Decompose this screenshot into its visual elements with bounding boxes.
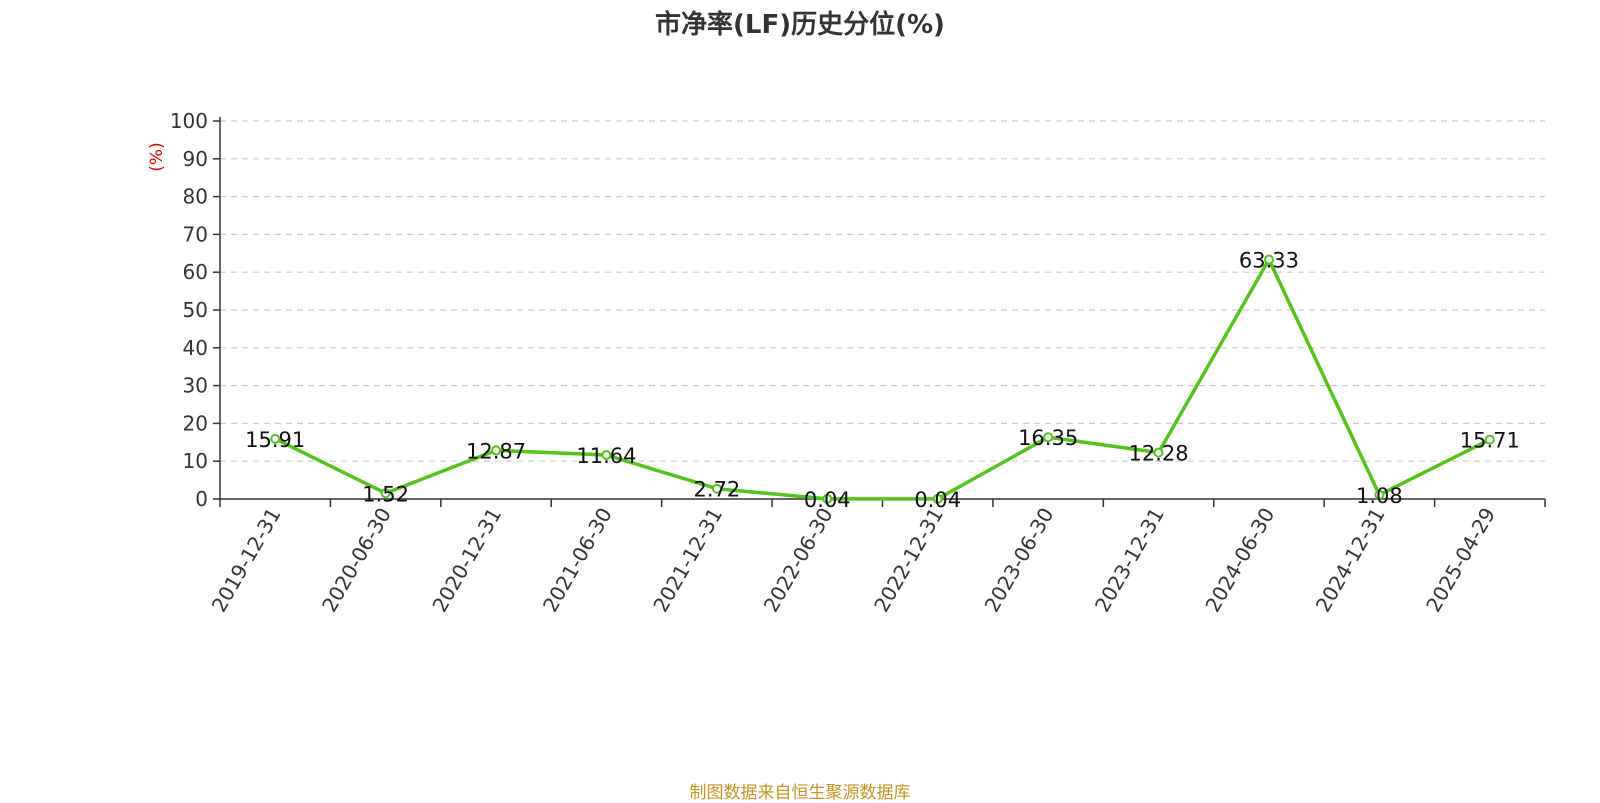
- data-points: [270, 254, 1495, 504]
- y-tick-label: 10: [183, 449, 208, 473]
- y-tick-label: 50: [183, 298, 208, 322]
- data-point: [1374, 489, 1385, 500]
- data-label: 12.28: [1128, 442, 1188, 466]
- x-tick-label: 2021-06-30: [538, 504, 617, 617]
- y-tick-label: 40: [183, 336, 208, 360]
- x-tick-label: 2020-12-31: [427, 503, 506, 616]
- y-tick-label: 90: [183, 147, 208, 171]
- data-point: [711, 483, 722, 494]
- source-note: 制图数据来自恒生聚源数据库: [689, 783, 911, 803]
- chart-title: 市净率(LF)历史分位(%): [655, 10, 945, 40]
- data-label: 1.52: [362, 482, 409, 506]
- data-point: [1153, 447, 1164, 458]
- data-point: [932, 493, 943, 504]
- x-tick-label: 2024-12-31: [1311, 504, 1390, 617]
- y-axis-label: (%): [147, 142, 167, 171]
- data-label: 11.64: [576, 444, 636, 468]
- data-point: [822, 493, 833, 504]
- data-label: 16.35: [1018, 426, 1078, 450]
- data-point: [601, 450, 612, 461]
- grid-lines: [220, 120, 1545, 462]
- axes: [213, 117, 1546, 507]
- x-tick-label: 2024-06-30: [1200, 504, 1279, 617]
- y-tick-label: 0: [195, 487, 208, 511]
- data-label: 2.72: [693, 478, 740, 502]
- data-point: [1043, 432, 1054, 443]
- y-tick-label: 70: [183, 222, 208, 246]
- data-label: 0.04: [804, 488, 851, 512]
- x-tick-label: 2022-12-31: [869, 503, 948, 616]
- data-label: 15.71: [1460, 429, 1520, 453]
- data-label: 15.91: [245, 428, 305, 452]
- x-tick-label: 2023-12-31: [1090, 504, 1169, 617]
- y-tick-label: 80: [183, 185, 208, 209]
- x-tick-label: 2022-06-30: [759, 504, 838, 617]
- x-tick-label: 2023-06-30: [980, 504, 1059, 617]
- series-polyline: [274, 257, 1491, 501]
- x-tick-label: 2025-04-29: [1421, 504, 1500, 617]
- y-tick-label: 100: [170, 109, 208, 133]
- data-point: [1484, 434, 1495, 445]
- data-point: [270, 433, 281, 444]
- data-label: 63.33: [1239, 249, 1299, 273]
- tick-labels: 0 10 20 30 40 50 60 70 80 90 100 2019-12-31 2020-06-…: [170, 109, 1500, 616]
- y-tick-label: 30: [183, 374, 208, 398]
- data-label: 0.04: [914, 488, 961, 512]
- data-label: 12.87: [466, 439, 526, 463]
- data-point: [1263, 254, 1274, 265]
- y-tick-label: 60: [183, 260, 208, 284]
- data-labels: 15.91 1.52 12.87 11.64 2.72 0.04 0.04 16.35 12.2…: [245, 249, 1520, 512]
- x-tick-label: 2020-06-30: [317, 504, 396, 617]
- data-point: [380, 488, 391, 499]
- data-label: 1.08: [1356, 484, 1403, 508]
- x-tick-label: 2021-12-31: [648, 504, 727, 617]
- x-tick-label: 2019-12-31: [207, 504, 286, 617]
- data-point: [491, 445, 502, 456]
- series-line: [274, 257, 1491, 501]
- y-tick-label: 20: [183, 411, 208, 435]
